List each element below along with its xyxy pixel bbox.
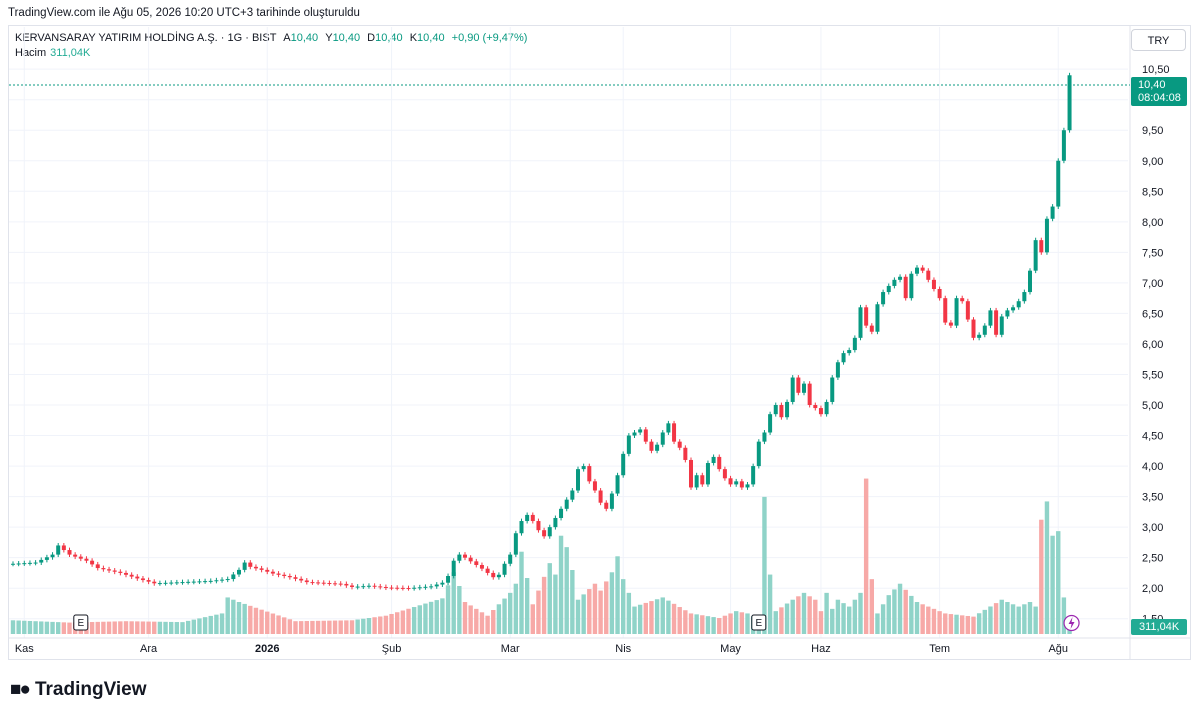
volume-tag: 311,04K	[1131, 619, 1187, 635]
last-price-tag: 10,40 08:04:08	[1131, 77, 1187, 106]
close-label: K	[409, 32, 418, 44]
tradingview-logo[interactable]: ■● TradingView	[10, 679, 147, 701]
volume-label[interactable]: Hacim	[15, 47, 47, 59]
chart-legend: KERVANSARAY YATIRIM HOLDİNG A.Ş. · 1G · …	[15, 31, 527, 61]
symbol-title[interactable]: KERVANSARAY YATIRIM HOLDİNG A.Ş. · 1G · …	[15, 32, 277, 44]
high-value: 10,40	[332, 32, 361, 44]
open-value: 10,40	[290, 32, 319, 44]
high-label: Y	[325, 32, 333, 44]
tv-logo-icon: ■●	[10, 679, 31, 700]
volume-value: 311,04K	[50, 47, 91, 59]
change-value: +0,90 (+9,47%)	[451, 32, 528, 44]
low-label: D	[367, 32, 376, 44]
legend-volume-row: Hacim 311,04K	[15, 46, 527, 61]
open-label: A	[283, 32, 291, 44]
close-value: 10,40	[417, 32, 445, 44]
chart-caption: TradingView.com ile Ağu 05, 2026 10:20 U…	[8, 7, 360, 19]
legend-ohlc-row: KERVANSARAY YATIRIM HOLDİNG A.Ş. · 1G · …	[15, 31, 527, 46]
logo-text: TradingView	[34, 679, 147, 700]
last-price-value: 10,40	[1138, 79, 1166, 91]
chart-frame	[8, 25, 1191, 660]
currency-button[interactable]: TRY	[1131, 29, 1186, 51]
low-value: 10,40	[375, 32, 403, 44]
bar-countdown: 08:04:08	[1138, 92, 1181, 104]
